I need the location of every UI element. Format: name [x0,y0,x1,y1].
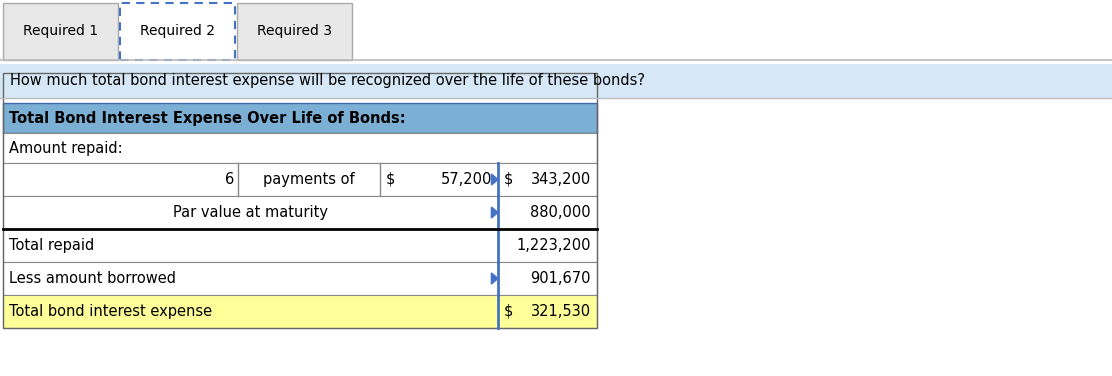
Bar [3,295,597,328]
Text: $: $ [386,172,396,187]
Text: $: $ [504,172,514,187]
Bar [3,163,597,196]
Bar [3,3,118,60]
Polygon shape [492,174,498,185]
Bar [3,3,118,60]
Bar [3,295,597,328]
Text: Required 1: Required 1 [23,24,98,38]
Bar [120,3,235,60]
Bar [237,3,353,60]
Polygon shape [492,207,498,218]
Text: payments of: payments of [264,172,355,187]
Text: Amount repaid:: Amount repaid: [9,141,122,156]
Bar [3,103,597,133]
Bar [3,229,597,262]
Bar [120,3,235,60]
Text: $: $ [504,304,514,319]
Text: 6: 6 [225,172,234,187]
Text: 1,223,200: 1,223,200 [516,238,590,253]
Text: Required 3: Required 3 [257,24,332,38]
Bar [3,262,597,295]
Bar [3,196,597,229]
Text: Total bond interest expense: Total bond interest expense [9,304,212,319]
Text: 880,000: 880,000 [530,205,590,220]
Text: Less amount borrowed: Less amount borrowed [9,271,176,286]
Bar [3,133,597,163]
Text: Required 2: Required 2 [140,24,215,38]
Bar [3,73,597,328]
Text: 57,200: 57,200 [440,172,492,187]
Bar [3,133,597,163]
Bar [3,262,597,295]
Text: How much total bond interest expense will be recognized over the life of these b: How much total bond interest expense wil… [10,73,645,88]
Text: 901,670: 901,670 [530,271,590,286]
Text: Par value at maturity: Par value at maturity [173,205,328,220]
Text: Total repaid: Total repaid [9,238,95,253]
Bar [237,3,353,60]
Bar [3,163,597,196]
Text: 343,200: 343,200 [530,172,590,187]
Bar [3,229,597,262]
Polygon shape [492,273,498,284]
Bar [0,64,1112,98]
Bar [3,196,597,229]
Text: Total Bond Interest Expense Over Life of Bonds:: Total Bond Interest Expense Over Life of… [9,111,406,126]
Text: 321,530: 321,530 [530,304,590,319]
